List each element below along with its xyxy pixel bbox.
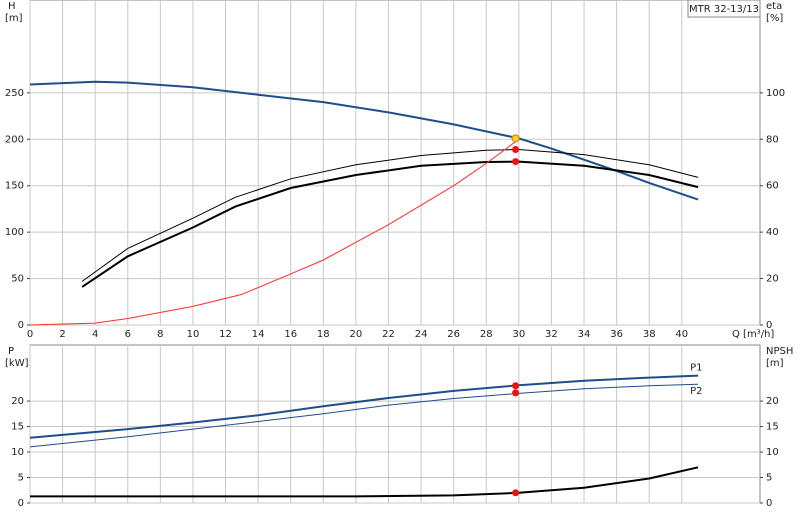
curve [29,138,520,326]
x-tick-label: 38 [643,329,656,340]
y2-tick-label: 15 [766,422,779,433]
x-tick-label: 4 [92,329,98,340]
y-tick-label: 0 [18,498,24,509]
x-tick-label: 0 [27,329,33,340]
x-tick-label: 40 [675,329,688,340]
x-axis-label: Q [m³/h] [732,329,774,340]
y-tick-label: 5 [18,473,24,484]
y-tick-label: 15 [11,422,24,433]
chart-title: MTR 32-13/13 [689,4,759,15]
x-tick-label: 32 [545,329,558,340]
x-tick-label: 26 [447,329,460,340]
y2-tick-label: 5 [766,473,772,484]
operating-point [512,158,520,166]
x-tick-label: 12 [219,329,232,340]
y2-tick-label: 100 [766,88,785,99]
y2-axis-unit: [%] [766,13,783,24]
x-tick-label: 14 [252,329,265,340]
y-tick-label: 100 [5,227,24,238]
operating-point [512,489,520,497]
x-tick-label: 16 [284,329,297,340]
curve-label: P1 [690,363,702,374]
y-tick-label: 10 [11,447,24,458]
y2-tick-label: 60 [766,181,779,192]
y-tick-label: 0 [18,320,24,331]
y2-tick-label: 0 [766,498,772,509]
curve [81,148,699,282]
y-tick-label: 20 [11,396,24,407]
curve [81,160,699,288]
x-tick-label: 30 [512,329,525,340]
operating-point [512,382,520,390]
y2-tick-label: 0 [766,320,772,331]
x-tick-label: 24 [415,329,428,340]
curve-label: P2 [690,386,702,397]
x-tick-label: 2 [59,329,65,340]
x-tick-label: 20 [350,329,363,340]
y-axis-unit: [m] [5,13,23,24]
title-box [687,0,761,18]
curve [29,383,699,448]
curve [29,374,699,439]
x-tick-label: 10 [187,329,200,340]
y-tick-label: 150 [5,181,24,192]
y-tick-label: 200 [5,134,24,145]
y-axis-label: H [8,1,16,12]
y-axis-unit: [kW] [5,358,29,369]
plot-area [29,344,761,504]
x-tick-label: 8 [157,329,163,340]
plot-area [29,0,761,326]
y2-tick-label: 20 [766,396,779,407]
y2-tick-label: 10 [766,447,779,458]
x-tick-label: 36 [610,329,623,340]
operating-point [512,146,520,153]
x-tick-label: 6 [125,329,131,340]
x-tick-label: 22 [382,329,395,340]
y2-axis-label: NPSH [766,346,793,357]
operating-point [511,134,520,143]
y2-axis-unit: [m] [766,358,784,369]
x-tick-label: 28 [480,329,493,340]
x-tick-label: 34 [578,329,591,340]
y2-tick-label: 80 [766,134,779,145]
x-tick-label: 18 [317,329,330,340]
curve [30,466,699,498]
y2-axis-label: eta [766,1,782,12]
y2-tick-label: 40 [766,227,779,238]
y-axis-label: P [8,346,14,357]
y-tick-label: 250 [5,88,24,99]
y2-tick-label: 20 [766,274,779,285]
operating-point [512,389,520,397]
y-tick-label: 50 [11,274,24,285]
